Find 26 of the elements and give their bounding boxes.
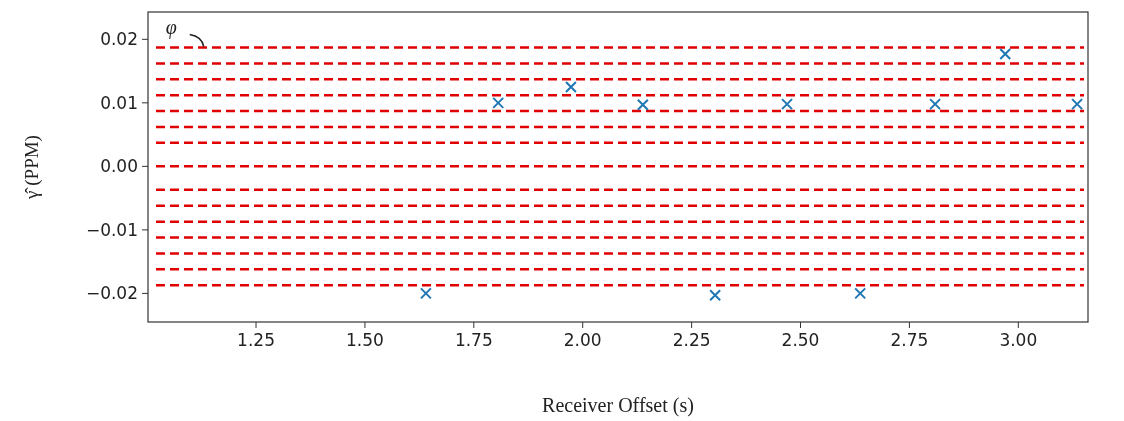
point [999,47,1012,60]
x-tick-label: 1.25 [237,330,275,350]
annotation: φ [165,15,177,39]
x-tick-label: 2.50 [781,330,820,350]
point [564,80,577,93]
point [854,287,867,300]
point [419,287,432,300]
x-tick-label: 2.00 [563,330,602,350]
point [929,98,942,111]
point [709,289,722,302]
y-tick-label: −0.02 [85,283,138,304]
point [492,96,505,109]
y-tick-label: 0.02 [100,29,138,50]
y-tick-label: −0.01 [85,219,138,240]
x-tick-label: 3.00 [999,330,1038,350]
x-tick-label: 1.75 [454,330,493,350]
point [636,98,649,111]
y-axis-title: γ̂ (PPM) [21,135,43,200]
y-tick-label: 0.00 [100,156,138,177]
x-axis-title: Receiver Offset (s) [542,394,694,417]
point [1071,98,1084,111]
point [781,98,794,111]
x-tick-label: 2.25 [672,330,711,350]
x-tick-label: 1.50 [345,330,384,350]
y-tick-label: 0.01 [100,92,138,113]
x-tick-label: 2.75 [890,330,929,350]
